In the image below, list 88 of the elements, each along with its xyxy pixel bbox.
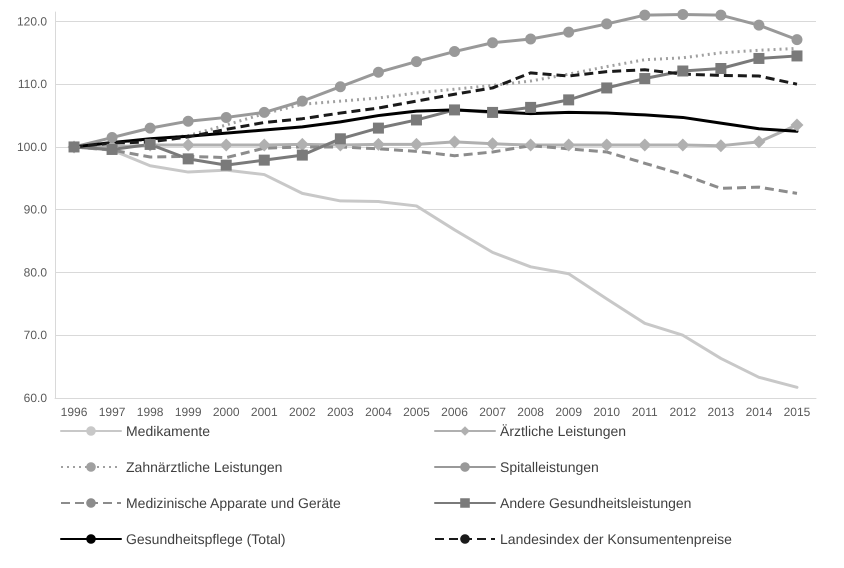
point bbox=[258, 138, 271, 152]
point bbox=[487, 37, 498, 48]
x-tick-label: 2003 bbox=[327, 405, 354, 419]
point bbox=[791, 50, 802, 62]
x-tick-label: 1997 bbox=[98, 405, 126, 419]
x-tick-label: 1998 bbox=[136, 405, 164, 419]
point bbox=[525, 102, 536, 113]
x-tick-label: 1996 bbox=[60, 405, 88, 419]
x-tick-label: 2004 bbox=[365, 405, 392, 419]
x-tick-label: 2006 bbox=[441, 405, 468, 419]
legend-label: Medizinische Apparate und Geräte bbox=[126, 495, 342, 511]
point bbox=[296, 96, 308, 107]
y-tick-label: 110.0 bbox=[18, 77, 48, 92]
legend-label: Zahnärztliche Leistungen bbox=[126, 459, 282, 475]
point bbox=[220, 160, 232, 171]
x-tick-label: 2011 bbox=[632, 405, 658, 419]
point bbox=[296, 138, 309, 151]
point bbox=[790, 118, 804, 132]
point bbox=[106, 132, 118, 144]
point bbox=[296, 150, 308, 161]
point bbox=[677, 9, 688, 20]
point bbox=[601, 18, 612, 30]
y-tick-label: 120.0 bbox=[16, 14, 48, 28]
point bbox=[791, 34, 802, 46]
x-tick-label: 2005 bbox=[403, 405, 430, 419]
x-tick-label: 2002 bbox=[288, 405, 316, 419]
point bbox=[639, 10, 650, 21]
point bbox=[676, 138, 690, 152]
x-tick-label: 2009 bbox=[555, 405, 582, 419]
point bbox=[449, 104, 460, 116]
point bbox=[448, 135, 462, 148]
point bbox=[410, 56, 422, 68]
point bbox=[601, 82, 612, 94]
y-tick-label: 60.0 bbox=[24, 391, 48, 405]
point bbox=[106, 144, 118, 155]
point bbox=[638, 138, 652, 152]
x-tick-label: 2007 bbox=[479, 405, 506, 419]
x-tick-label: 2013 bbox=[708, 405, 735, 419]
point bbox=[334, 81, 346, 92]
point bbox=[486, 137, 500, 150]
point bbox=[182, 116, 194, 127]
legend-label: Landesindex der Konsumentenpreise bbox=[500, 531, 732, 547]
x-tick-label: 2015 bbox=[784, 405, 811, 419]
point bbox=[410, 114, 422, 126]
point bbox=[715, 62, 726, 74]
point bbox=[752, 135, 766, 148]
point bbox=[182, 138, 195, 152]
point bbox=[715, 10, 726, 21]
point bbox=[372, 122, 384, 134]
legend-label: Ärztliche Leistungen bbox=[500, 423, 626, 439]
point bbox=[639, 73, 650, 84]
point bbox=[410, 138, 423, 151]
point bbox=[524, 138, 538, 152]
point bbox=[372, 66, 384, 78]
point bbox=[372, 138, 385, 151]
point bbox=[144, 122, 156, 134]
point bbox=[753, 20, 764, 31]
point bbox=[677, 66, 688, 76]
x-tick-label: 2014 bbox=[746, 405, 773, 419]
legend-label: Gesundheitspflege (Total) bbox=[126, 531, 286, 547]
point bbox=[600, 138, 614, 152]
point bbox=[714, 139, 728, 152]
point bbox=[258, 154, 270, 166]
x-tick-label: 2012 bbox=[669, 405, 696, 419]
point bbox=[487, 106, 498, 118]
point bbox=[449, 46, 460, 58]
y-tick-label: 90.0 bbox=[24, 202, 48, 217]
point bbox=[563, 94, 574, 106]
x-tick-label: 2010 bbox=[593, 405, 620, 419]
x-tick-label: 1999 bbox=[174, 405, 202, 419]
x-tick-label: 2001 bbox=[250, 405, 278, 419]
x-tick-label: 2000 bbox=[212, 405, 240, 419]
point bbox=[525, 33, 536, 44]
y-tick-label: 70.0 bbox=[24, 328, 48, 342]
y-tick-label: 80.0 bbox=[24, 265, 48, 280]
point bbox=[182, 153, 194, 164]
legend-label: Medikamente bbox=[126, 423, 210, 439]
point bbox=[258, 106, 270, 118]
y-tick-label: 100.0 bbox=[16, 140, 48, 154]
x-tick-label: 2008 bbox=[517, 405, 544, 419]
point bbox=[753, 52, 764, 64]
point bbox=[220, 112, 232, 123]
point bbox=[220, 138, 233, 152]
legend-label: Andere Gesundheitsleistungen bbox=[500, 495, 692, 511]
legend-label: Spitalleistungen bbox=[500, 459, 599, 475]
point bbox=[562, 138, 576, 152]
point bbox=[563, 26, 574, 38]
point bbox=[334, 133, 346, 144]
